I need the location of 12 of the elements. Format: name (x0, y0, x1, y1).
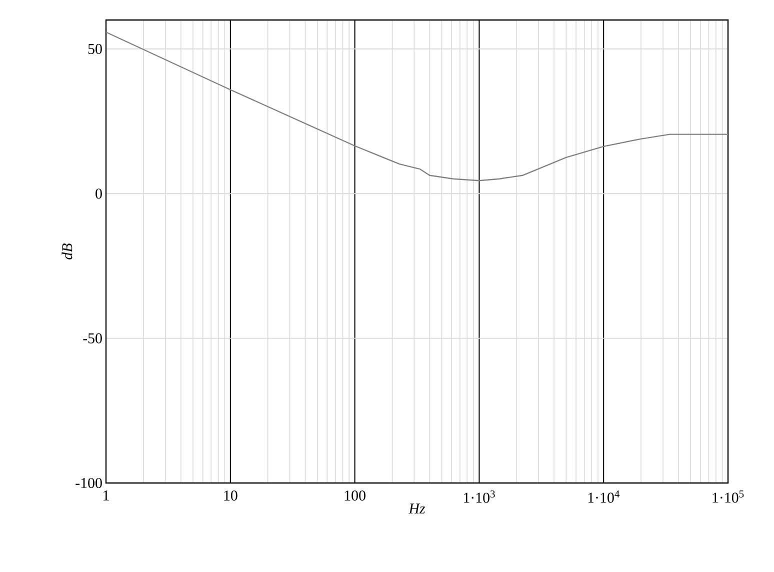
y-tick-label: 0 (96, 188, 102, 199)
x-tick-label: 1 (104, 490, 109, 500)
y-tick-label: -100 (76, 478, 102, 488)
y-tick-label: 50 (88, 44, 102, 54)
x-tick-label: 10 (224, 490, 238, 501)
y-tick-label: -50 (83, 333, 102, 344)
x-tick-label: 1·10$^{3}$ (464, 490, 495, 503)
x-axis-title: Hz (408, 504, 426, 514)
x-tick-label: 100 (344, 490, 366, 501)
x-tick-label: 1·10$^{4}$ (588, 490, 620, 503)
x-tick-label: 1·10$^{5}$ (712, 490, 744, 503)
y-axis-title: dB (62, 244, 72, 260)
